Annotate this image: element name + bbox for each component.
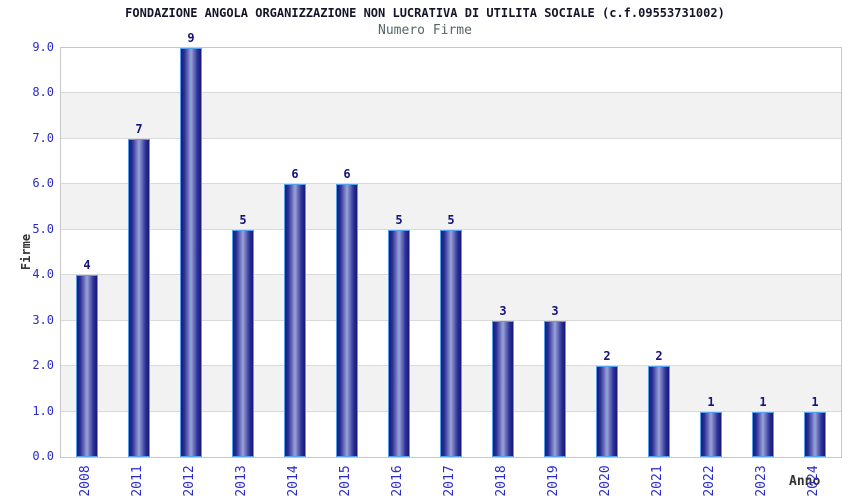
y-tick-label: 4.0 <box>32 267 54 282</box>
chart-subtitle: Numero Firme <box>378 23 472 38</box>
bar-value-label: 9 <box>187 31 195 45</box>
y-tick-label: 8.0 <box>32 85 54 100</box>
bar <box>804 411 826 457</box>
chart-title: FONDAZIONE ANGOLA ORGANIZZAZIONE NON LUC… <box>125 6 725 20</box>
gridline <box>61 137 841 139</box>
bar <box>596 366 618 457</box>
plot-band-gray <box>61 93 841 139</box>
x-tick-label: 2023 <box>754 465 769 497</box>
x-axis-title: Anno <box>789 474 821 489</box>
y-tick-label: 9.0 <box>32 40 54 54</box>
x-tick-label: 2016 <box>390 465 405 497</box>
bar-value-label: 1 <box>759 394 767 409</box>
bar <box>180 48 202 457</box>
bar <box>648 366 670 457</box>
gridline <box>61 92 841 94</box>
bar <box>752 411 774 457</box>
bar-value-label: 6 <box>291 167 299 182</box>
x-tick-label: 2011 <box>130 465 145 497</box>
bar-value-label: 7 <box>135 121 143 136</box>
bar <box>336 184 358 457</box>
y-tick-label: 1.0 <box>32 403 54 418</box>
bar <box>284 184 306 457</box>
y-tick-label: 7.0 <box>32 130 54 145</box>
bar <box>544 320 566 457</box>
bar-value-label: 3 <box>499 303 507 318</box>
plot-area: 4 7 9 5 6 6 5 5 3 3 2 2 1 1 1 <box>60 31 842 458</box>
bar-value-label: 5 <box>447 212 455 227</box>
x-tick-label: 2017 <box>442 465 457 497</box>
bar-value-label: 5 <box>395 212 403 227</box>
y-tick-label: 3.0 <box>32 312 54 327</box>
x-tick-label: 2020 <box>598 465 613 497</box>
bar-value-label: 1 <box>811 394 819 409</box>
x-tick-label: 2021 <box>650 465 665 497</box>
bar-value-label: 5 <box>239 212 247 227</box>
x-tick-label: 2015 <box>338 465 353 497</box>
bar <box>128 138 150 457</box>
bar <box>700 411 722 457</box>
x-tick-label: 2019 <box>546 465 561 497</box>
plot-band-white <box>61 138 841 185</box>
bar-value-label: 6 <box>343 167 351 182</box>
bar-value-label: 1 <box>707 394 715 409</box>
y-tick-label: 2.0 <box>32 358 54 373</box>
plot-band-white <box>61 48 841 94</box>
bar <box>232 229 254 457</box>
bar <box>492 320 514 457</box>
bar-value-label: 3 <box>551 303 559 318</box>
gridline <box>61 228 841 230</box>
bar <box>388 229 410 457</box>
x-tick-label: 2018 <box>494 465 509 497</box>
bar-value-label: 2 <box>603 349 611 364</box>
x-tick-label: 2014 <box>286 465 301 497</box>
y-tick-label: 6.0 <box>32 176 54 191</box>
bar-value-label: 4 <box>83 258 91 273</box>
y-tick-label: 5.0 <box>32 221 54 236</box>
gridline <box>61 183 841 185</box>
x-tick-label: 2008 <box>78 465 93 497</box>
x-tick-label: 2012 <box>182 465 197 497</box>
bar <box>76 275 98 457</box>
x-tick-label: 2022 <box>702 465 717 497</box>
bar <box>440 229 462 457</box>
bar-value-label: 2 <box>655 349 663 364</box>
x-tick-label: 2013 <box>234 465 249 497</box>
y-tick-label: 0.0 <box>32 449 54 463</box>
x-tick-label: 2024 <box>806 465 821 497</box>
